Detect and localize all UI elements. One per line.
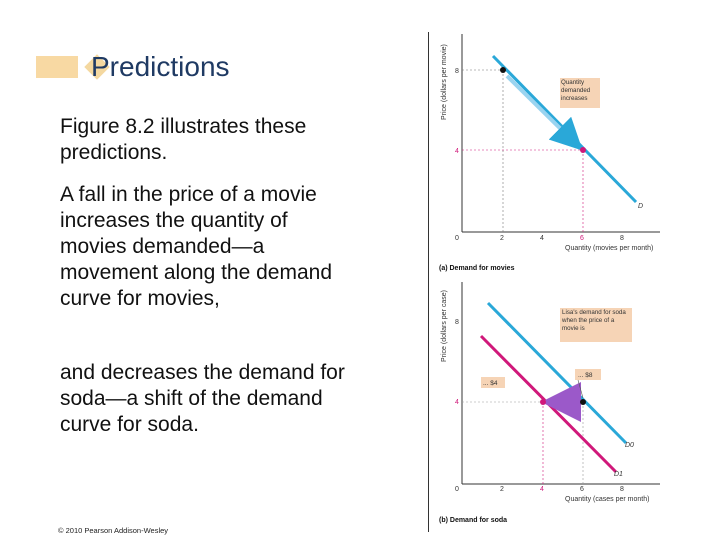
figure-a-ylabel: Price (dollars per movie): [441, 44, 448, 120]
figure-a-ytick-8: 8: [455, 68, 459, 75]
figure-a-xtick-6: 6: [580, 235, 584, 242]
figure-b-tag-4: ... $4: [483, 380, 498, 387]
figure-b-xtick-6: 6: [580, 486, 584, 493]
title-accent-bar: [36, 56, 78, 78]
figure-b-curve-label-d1: D1: [614, 471, 623, 478]
figure-b-demand-curve-d1: [479, 334, 618, 474]
figure-a-callout-text: Quantity demanded increases: [561, 79, 591, 102]
figure-b-tag-8: ... $8: [578, 372, 593, 379]
figure-b-tag-4-box: [481, 377, 505, 388]
figure-a-movement-arrow: [505, 74, 583, 151]
figure-b-xlabel: Quantity (cases per month): [565, 496, 649, 503]
figure-b-ytick-8: 8: [455, 319, 459, 326]
figure-b-tag-8-leader: [577, 379, 584, 399]
figure-a-curve-label: D: [638, 203, 643, 210]
paragraph-2: A fall in the price of a movie increases…: [60, 183, 333, 310]
figure-b-xtick-4: 4: [540, 486, 544, 493]
figure-divider: [428, 32, 429, 532]
figure-a-xtick-2: 2: [500, 235, 504, 242]
figure-b-callout-box: [560, 308, 632, 342]
figure-b-curve-label-d0: D0: [625, 442, 634, 449]
paragraph-3: and decreases the demand for soda—a shif…: [60, 361, 345, 436]
figure-a-caption: (a) Demand for movies: [439, 265, 515, 272]
figure-b-demand-for-soda: Price (dollars per case) 8 4 0 2 4 6 8 Q…: [439, 282, 660, 524]
figure-a-point-4: [580, 147, 586, 153]
figure-a-point-8: [500, 67, 506, 73]
figure-b-point-6: [580, 399, 586, 405]
figure-b-point-4: [540, 399, 546, 405]
figure-b-callout-text: Lisa's demand for soda when the price of…: [562, 309, 626, 332]
figure-b-caption: (b) Demand for soda: [439, 517, 507, 524]
figure-b-ytick-4: 4: [455, 399, 459, 406]
paragraph-1: Figure 8.2 illustrates these predictions…: [60, 115, 307, 164]
figure-b-xtick-2: 2: [500, 486, 504, 493]
figure-a-xtick-8: 8: [620, 235, 624, 242]
figure-b-xtick-8: 8: [620, 486, 624, 493]
figure-b-ylabel: Price (dollars per case): [441, 290, 448, 362]
figure-a-ytick-4: 4: [455, 148, 459, 155]
copyright-notice: © 2010 Pearson Addison-Wesley: [58, 526, 169, 535]
figure-a-callout-box: [560, 78, 600, 108]
figure-a-xtick-4: 4: [540, 235, 544, 242]
figure-a-xlabel: Quantity (movies per month): [565, 245, 653, 252]
figure-a-xtick-0: 0: [455, 235, 459, 242]
figure-b-tag-8-box: [575, 369, 601, 380]
figure-b-xtick-0: 0: [455, 486, 459, 493]
figure-a-demand-for-movies: Price (dollars per movie) 8 4 0 2 4 6 8 …: [439, 34, 660, 272]
figure-a-demand-curve: [491, 54, 638, 204]
figure-b-demand-curve-d0: [486, 301, 628, 445]
slide-title: Predictions: [91, 51, 230, 82]
